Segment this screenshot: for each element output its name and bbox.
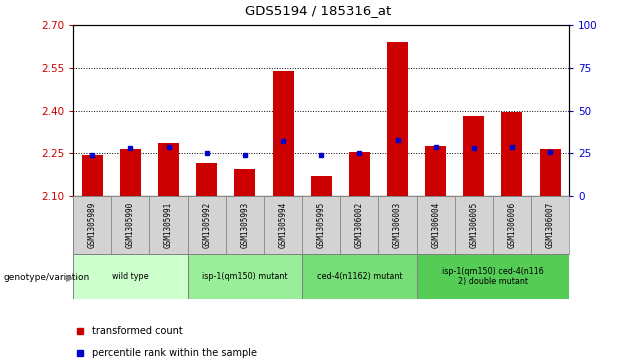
Bar [302, 196, 340, 254]
Bar [417, 196, 455, 254]
Text: GSM1306002: GSM1306002 [355, 202, 364, 248]
Bar [378, 196, 417, 254]
Text: isp-1(qm150) ced-4(n116
2) double mutant: isp-1(qm150) ced-4(n116 2) double mutant [442, 267, 544, 286]
Text: GSM1306006: GSM1306006 [508, 202, 516, 248]
Text: isp-1(qm150) mutant: isp-1(qm150) mutant [202, 272, 287, 281]
Bar [158, 143, 179, 196]
Bar [463, 117, 485, 196]
Bar [340, 196, 378, 254]
Bar [387, 42, 408, 196]
Text: GSM1306003: GSM1306003 [393, 202, 402, 248]
Bar [349, 152, 370, 196]
Bar [149, 196, 188, 254]
Bar [188, 254, 302, 299]
Bar [73, 196, 111, 254]
Text: GSM1305995: GSM1305995 [317, 202, 326, 248]
Bar [120, 149, 141, 196]
Bar [197, 163, 218, 196]
Bar [425, 146, 446, 196]
Bar [111, 196, 149, 254]
Bar [188, 196, 226, 254]
Bar [73, 254, 188, 299]
Text: GSM1305991: GSM1305991 [164, 202, 173, 248]
Bar [226, 196, 264, 254]
Bar [501, 112, 523, 196]
Text: GSM1306004: GSM1306004 [431, 202, 440, 248]
Text: GSM1305992: GSM1305992 [202, 202, 211, 248]
Text: ced-4(n1162) mutant: ced-4(n1162) mutant [317, 272, 402, 281]
Text: GSM1305993: GSM1305993 [240, 202, 249, 248]
Bar [302, 254, 417, 299]
Text: GDS5194 / 185316_at: GDS5194 / 185316_at [245, 4, 391, 17]
Bar [540, 149, 561, 196]
Bar [493, 196, 531, 254]
Bar [81, 155, 103, 196]
Text: GSM1305989: GSM1305989 [88, 202, 97, 248]
Bar [235, 169, 256, 196]
Bar [264, 196, 302, 254]
Text: GSM1306007: GSM1306007 [546, 202, 555, 248]
Text: percentile rank within the sample: percentile rank within the sample [92, 347, 257, 358]
Text: GSM1305994: GSM1305994 [279, 202, 287, 248]
Text: GSM1305990: GSM1305990 [126, 202, 135, 248]
Bar [455, 196, 493, 254]
Text: GSM1306005: GSM1306005 [469, 202, 478, 248]
Bar [531, 196, 569, 254]
Text: ▶: ▶ [66, 273, 73, 283]
Bar [311, 176, 332, 196]
Text: wild type: wild type [112, 272, 149, 281]
Bar [273, 71, 294, 196]
Text: transformed count: transformed count [92, 326, 183, 336]
Bar [417, 254, 569, 299]
Text: genotype/variation: genotype/variation [3, 273, 90, 282]
